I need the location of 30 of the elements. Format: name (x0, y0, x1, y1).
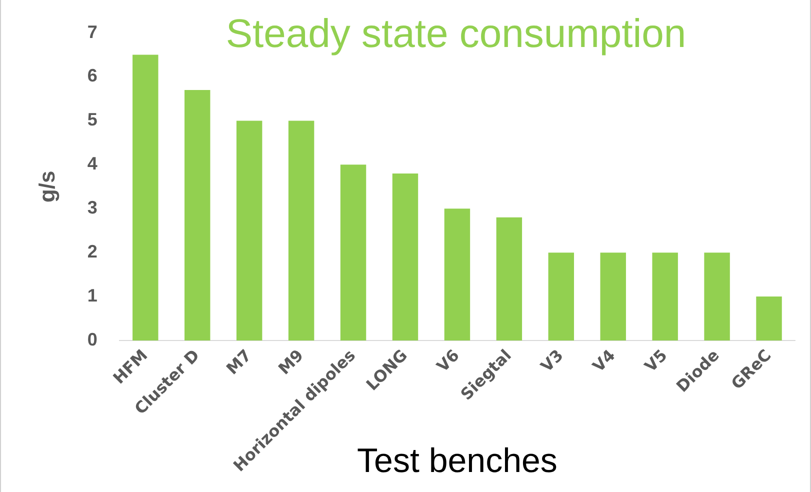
y-tick-label: 3 (87, 198, 98, 218)
x-tick-label: V5 (640, 346, 671, 376)
y-tick-label: 1 (87, 286, 98, 306)
y-tick-label: 7 (87, 22, 98, 42)
x-axis-title: Test benches (357, 442, 558, 480)
x-tick-label: V3 (536, 346, 567, 376)
bar (392, 173, 418, 341)
bar (340, 164, 366, 341)
y-tick-label: 5 (87, 110, 98, 130)
y-axis-title: g/s (34, 170, 60, 203)
bar (652, 252, 678, 341)
bar (184, 90, 210, 341)
bar (236, 120, 262, 341)
bar (444, 208, 470, 341)
bar (704, 252, 730, 341)
x-tick-label: M7 (222, 346, 256, 378)
bar (600, 252, 626, 341)
y-tick-label: 4 (87, 154, 98, 174)
bar (288, 120, 314, 341)
y-tick-label: 0 (87, 329, 98, 350)
bar (548, 252, 574, 341)
bar (132, 54, 158, 341)
x-tick-label: V6 (432, 346, 463, 376)
x-tick-label: M9 (274, 346, 308, 378)
y-tick-label: 6 (87, 66, 98, 86)
y-tick-label: 2 (87, 242, 98, 262)
x-tick-label: V4 (588, 346, 619, 376)
chart-title: Steady state consumption (226, 12, 686, 56)
bar (756, 296, 782, 341)
bar (496, 217, 522, 341)
